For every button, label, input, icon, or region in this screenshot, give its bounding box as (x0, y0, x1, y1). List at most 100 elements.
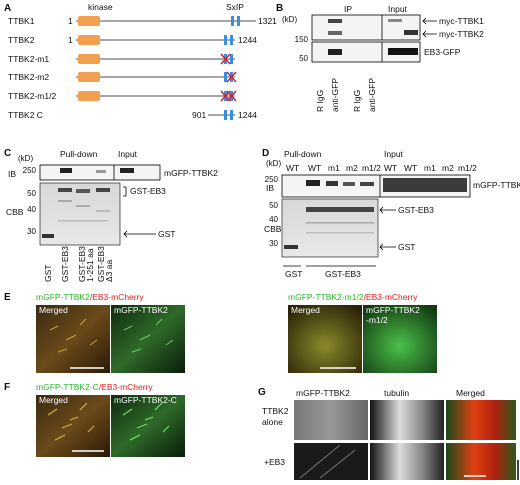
lane-label: m1/2 (458, 163, 477, 173)
lane-label: anti-GFP (330, 78, 340, 112)
mw-tick: 150 (295, 35, 309, 44)
title-green: mGFP-TTBK2-C (36, 382, 99, 392)
residue-start: 1 (68, 35, 73, 45)
lane-label: WT (308, 163, 321, 173)
construct-name: TTBK1 (8, 16, 35, 26)
mw-tick: 50 (269, 201, 278, 210)
panel-label: F (4, 382, 10, 393)
image-label: mGFP-TTBK2 (366, 305, 420, 315)
construct-name: TTBK2-m2 (8, 72, 49, 82)
group-label: Pull-down (284, 149, 322, 159)
panel-label: G (258, 387, 266, 398)
mw-tick: 50 (27, 189, 36, 198)
lane-label: R IgG (352, 90, 362, 112)
column-label: tubulin (384, 388, 409, 398)
band-label: myc-TTBK2 (439, 29, 484, 39)
column-label: Merged (456, 388, 485, 398)
lane-label: WT (384, 163, 397, 173)
image-label: Merged (39, 395, 68, 405)
lane-label: m1 (328, 163, 340, 173)
lane-label: Δ3 aa (104, 260, 114, 282)
micrograph (36, 395, 185, 457)
panel-label: C (4, 148, 11, 159)
image-label: -m1/2 (366, 315, 388, 325)
lane-label: R IgG (315, 90, 325, 112)
mw-unit: (kD) (282, 15, 297, 24)
group-label: IP (344, 4, 352, 14)
motif-label: SxIP (226, 2, 244, 12)
mw-tick: 40 (269, 215, 278, 224)
mw-tick: 30 (27, 227, 36, 236)
blot (311, 14, 421, 63)
row-label: IB (266, 183, 274, 193)
title-green: mGFP-TTBK2 (36, 292, 90, 302)
residue-end: 1244 (238, 110, 257, 120)
band-label: GST-EB3 (130, 186, 166, 196)
image-label: mGFP-TTBK2 (114, 305, 168, 315)
title-red: /EB3-mCherry (90, 292, 145, 302)
title-green: mGFP-TTBK2-m1/2 (288, 292, 364, 302)
image-label: Merged (291, 305, 320, 315)
band-label: mGFP-TTBK2 (473, 180, 520, 190)
residue-start: 1 (68, 16, 73, 26)
bottom-label: GST-EB3 (325, 269, 361, 279)
band-label: GST (398, 242, 415, 252)
blot (281, 174, 471, 258)
blot (39, 164, 161, 246)
lane-label: m1 (424, 163, 436, 173)
row-label: TTBK2 (262, 406, 289, 416)
construct-name: TTBK2 (8, 35, 35, 45)
micrograph (288, 305, 437, 373)
image-label: Merged (39, 305, 68, 315)
band-label: GST (158, 229, 175, 239)
construct-name: TTBK2-m1 (8, 54, 49, 64)
panel-label: D (262, 148, 269, 159)
lane-label: GST-EB3 (60, 246, 70, 282)
title-red: /EB3-mCherry (364, 292, 419, 302)
band-label: mGFP-TTBK2 (164, 168, 218, 178)
group-label: Input (384, 149, 404, 159)
mw-tick: 250 (265, 175, 279, 184)
group-label: Pull-down (60, 149, 98, 159)
kymographs (294, 400, 519, 480)
construct-name: TTBK2 C (8, 110, 43, 120)
panel-title: mGFP-TTBK2-C/EB3-mCherry (36, 382, 153, 392)
mw-tick: 40 (27, 205, 36, 214)
column-label: mGFP-TTBK2 (296, 388, 350, 398)
band-label: GST-EB3 (398, 205, 434, 215)
construct-name: TTBK2-m1/2 (8, 91, 56, 101)
mw-tick: 50 (299, 54, 308, 63)
residue-start: 901 (192, 110, 206, 120)
band-label: myc-TTBK1 (439, 16, 484, 26)
title-red: /EB3-mCherry (99, 382, 154, 392)
lane-label: m2 (442, 163, 454, 173)
panel-title: mGFP-TTBK2-m1/2/EB3-mCherry (288, 292, 418, 302)
row-label: CBB (264, 224, 282, 234)
image-label: mGFP-TTBK2-C (114, 395, 177, 405)
row-label: +EB3 (264, 457, 285, 467)
mw-unit: (kD) (18, 154, 33, 163)
lane-label: m1/2 (362, 163, 381, 173)
row-label: alone (262, 417, 283, 427)
group-label: Input (118, 149, 138, 159)
group-label: Input (388, 4, 408, 14)
lane-label: GST (43, 265, 53, 282)
lane-label: WT (286, 163, 299, 173)
lane-label: 1-251 aa (85, 248, 95, 282)
panel-title: mGFP-TTBK2/EB3-mCherry (36, 292, 144, 302)
row-label: CBB (6, 207, 24, 217)
band-label: EB3-GFP (424, 47, 461, 57)
residue-end: 1321 (258, 16, 277, 26)
bottom-label: GST (285, 269, 302, 279)
lane-label: anti-GFP (367, 78, 377, 112)
domain-label: kinase (88, 2, 113, 12)
residue-end: 1244 (238, 35, 257, 45)
panel-label: B (276, 3, 283, 14)
micrograph (36, 305, 185, 373)
row-label: IB (8, 169, 16, 179)
mw-unit: (kD) (266, 159, 281, 168)
panel-label: A (4, 3, 11, 14)
lane-label: GST-EB3 (96, 246, 106, 282)
panel-label: E (4, 292, 11, 303)
